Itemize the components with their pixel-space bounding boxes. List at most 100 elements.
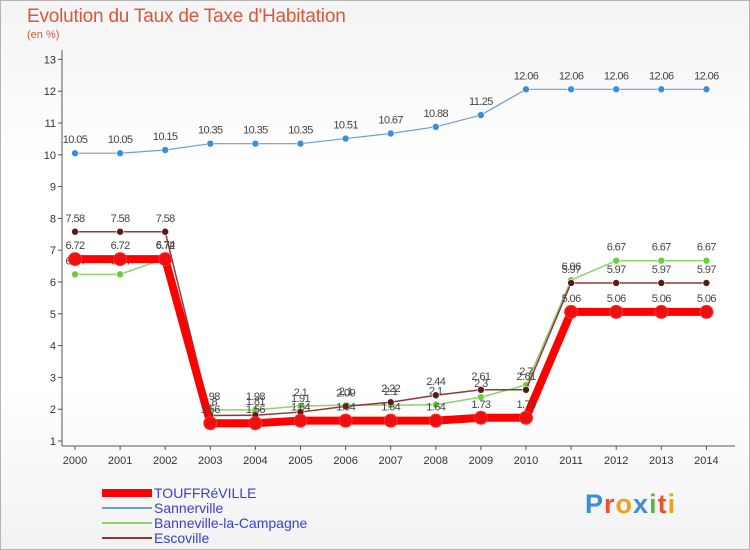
legend-item-touffreville: TOUFFRéVILLE	[102, 485, 422, 501]
y-tick-label: 13	[44, 54, 56, 66]
data-point-banneville-la-campagne	[71, 270, 79, 279]
data-label-touffr-ville: 1.73	[516, 399, 535, 411]
data-label-sannerville: 10.35	[198, 125, 223, 137]
x-tick-label: 2011	[559, 455, 583, 467]
proxiti-logo: Proxiti	[585, 489, 676, 520]
data-point-touffr-ville	[68, 252, 82, 267]
data-point-escoville	[71, 227, 79, 236]
data-point-touffr-ville	[383, 413, 398, 428]
data-point-sannerville	[386, 129, 395, 138]
legend-swatch-banneville	[102, 522, 152, 524]
y-tick-label: 4	[50, 341, 56, 353]
legend-label-escoville: Escoville	[154, 530, 210, 546]
data-label-banneville-la-campagne: 2.7	[519, 366, 533, 378]
data-label-sannerville: 10.35	[288, 125, 313, 137]
x-tick-label: 2000	[63, 455, 87, 467]
data-label-escoville: 2.22	[381, 383, 400, 395]
data-label-banneville-la-campagne: 2.1	[294, 387, 308, 399]
data-label-sannerville: 10.05	[108, 134, 133, 146]
data-point-touffr-ville	[699, 304, 714, 319]
data-label-sannerville: 10.88	[424, 108, 449, 120]
data-label-escoville: 2.61	[471, 371, 490, 383]
y-tick-label: 1	[50, 436, 56, 448]
y-tick-label: 12	[44, 86, 56, 98]
data-point-touffr-ville	[428, 413, 443, 428]
y-tick-label: 11	[45, 118, 56, 130]
data-point-touffr-ville	[473, 410, 488, 425]
data-point-escoville	[477, 386, 485, 394]
x-tick-label: 2007	[378, 455, 402, 467]
data-label-sannerville: 10.15	[153, 131, 178, 143]
data-point-banneville-la-campagne	[657, 256, 666, 265]
data-point-banneville-la-campagne	[612, 256, 621, 265]
data-label-escoville: 5.97	[562, 264, 581, 276]
data-point-escoville	[702, 279, 711, 287]
data-label-touffr-ville: 5.06	[607, 293, 626, 305]
data-label-escoville: 7.58	[156, 213, 175, 225]
y-tick-label: 6	[50, 277, 56, 289]
data-point-sannerville	[522, 85, 530, 94]
data-label-touffr-ville: 1.64	[291, 402, 310, 414]
data-point-escoville	[341, 402, 350, 411]
data-label-touffr-ville: 1.56	[246, 404, 265, 416]
data-point-banneville-la-campagne	[477, 393, 485, 401]
data-point-escoville	[431, 391, 440, 400]
data-label-touffr-ville: 5.06	[652, 293, 671, 305]
data-label-banneville-la-campagne: 6.67	[607, 242, 626, 254]
data-label-sannerville: 11.25	[469, 96, 493, 108]
x-tick-label: 2002	[153, 455, 177, 467]
y-tick-label: 7	[50, 245, 56, 257]
chart-subtitle: (en %)	[27, 29, 60, 41]
data-point-banneville-la-campagne	[431, 400, 440, 409]
data-point-escoville	[567, 279, 575, 287]
logo-letter: i	[667, 489, 677, 519]
data-label-sannerville: 10.35	[243, 125, 268, 137]
x-tick-label: 2014	[694, 455, 718, 467]
x-tick-label: 2004	[243, 455, 267, 467]
data-point-touffr-ville	[654, 304, 669, 319]
data-point-sannerville	[341, 134, 350, 143]
logo-letter: x	[633, 489, 650, 519]
data-point-sannerville	[657, 85, 666, 94]
data-point-sannerville	[71, 149, 79, 158]
data-point-sannerville	[431, 123, 440, 131]
data-label-escoville: 2.44	[426, 376, 445, 388]
data-label-escoville: 2.61	[516, 371, 535, 383]
y-tick-label: 9	[50, 182, 56, 194]
data-label-escoville: 2.09	[336, 387, 355, 399]
y-tick-label: 2	[50, 404, 56, 416]
y-tick-label: 3	[50, 372, 56, 384]
data-label-banneville-la-campagne: 2.1	[339, 386, 353, 398]
x-tick-label: 2013	[649, 455, 673, 467]
legend-label-sannerville: Sannerville	[154, 500, 224, 516]
data-point-touffr-ville	[609, 304, 624, 319]
x-tick-label: 2009	[469, 455, 493, 467]
x-tick-label: 2006	[333, 455, 357, 467]
legend-item-banneville: Banneville-la-Campagne	[102, 515, 422, 531]
data-point-sannerville	[567, 85, 575, 94]
data-label-sannerville: 12.06	[694, 70, 719, 82]
data-point-sannerville	[116, 149, 124, 158]
legend-label-banneville: Banneville-la-Campagne	[154, 515, 308, 531]
data-label-sannerville: 12.06	[514, 70, 539, 82]
data-point-banneville-la-campagne	[702, 256, 711, 265]
x-tick-label: 2012	[604, 455, 628, 467]
logo-letter: o	[615, 489, 634, 519]
data-point-touffr-ville	[564, 304, 579, 319]
data-point-banneville-la-campagne	[116, 270, 124, 279]
data-label-touffr-ville: 1.73	[471, 399, 490, 411]
data-point-sannerville	[206, 139, 215, 148]
data-point-touffr-ville	[113, 252, 128, 267]
x-tick-label: 2010	[514, 455, 538, 467]
data-label-banneville-la-campagne: 1.98	[246, 391, 265, 403]
y-tick-label: 5	[50, 309, 56, 321]
data-point-sannerville	[612, 85, 621, 94]
data-point-touffr-ville	[158, 252, 173, 267]
data-point-escoville	[161, 227, 169, 236]
y-tick-label: 10	[44, 150, 56, 162]
data-label-banneville-la-campagne: 6.67	[652, 242, 671, 254]
y-tick-label: 8	[50, 213, 56, 225]
data-label-sannerville: 12.06	[559, 70, 584, 82]
data-point-sannerville	[477, 111, 485, 119]
